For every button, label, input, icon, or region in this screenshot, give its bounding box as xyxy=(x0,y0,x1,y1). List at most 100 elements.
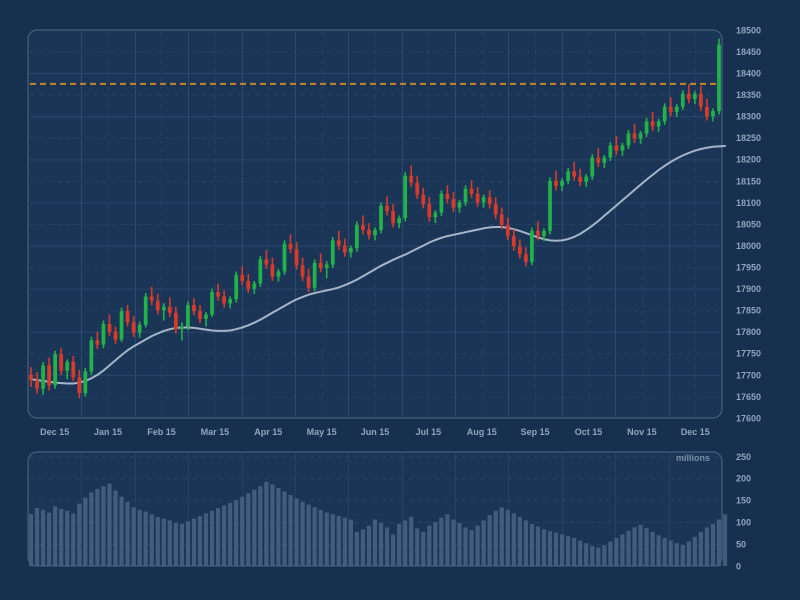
volume-bar[interactable] xyxy=(119,496,124,566)
volume-bar[interactable] xyxy=(34,508,40,566)
candlestick[interactable] xyxy=(258,255,263,287)
volume-bar[interactable] xyxy=(553,532,559,566)
volume-bar[interactable] xyxy=(384,527,390,566)
volume-bar[interactable] xyxy=(421,531,426,566)
candlestick[interactable] xyxy=(53,350,58,389)
volume-bar[interactable] xyxy=(89,492,94,566)
candlestick[interactable] xyxy=(403,172,408,222)
candlestick[interactable] xyxy=(318,253,323,273)
volume-bar[interactable] xyxy=(161,518,166,566)
candlestick[interactable] xyxy=(475,186,480,207)
volume-bar[interactable] xyxy=(397,523,402,566)
volume-bar[interactable] xyxy=(167,520,172,566)
volume-bar[interactable] xyxy=(469,530,474,566)
candlestick[interactable] xyxy=(240,266,245,286)
candlestick[interactable] xyxy=(421,187,426,209)
volume-bar[interactable] xyxy=(77,503,82,566)
candlestick[interactable] xyxy=(342,238,347,257)
candlestick[interactable] xyxy=(536,221,540,241)
candlestick[interactable] xyxy=(125,305,130,327)
volume-bar[interactable] xyxy=(662,537,667,566)
candlestick[interactable] xyxy=(355,221,359,252)
candlestick[interactable] xyxy=(487,190,492,209)
candlestick-series[interactable] xyxy=(29,38,721,399)
candlestick[interactable] xyxy=(608,142,613,162)
volume-bar[interactable] xyxy=(276,487,281,566)
candlestick[interactable] xyxy=(481,194,486,208)
candlestick[interactable] xyxy=(95,331,100,350)
volume-bar[interactable] xyxy=(427,525,432,566)
candlestick[interactable] xyxy=(300,257,305,281)
volume-bar[interactable] xyxy=(318,509,323,566)
volume-bar[interactable] xyxy=(360,529,366,566)
volume-bar[interactable] xyxy=(390,534,396,566)
candlestick[interactable] xyxy=(192,298,196,316)
volume-bar[interactable] xyxy=(215,508,221,566)
candlestick[interactable] xyxy=(644,117,649,137)
volume-bar[interactable] xyxy=(137,509,142,566)
candlestick[interactable] xyxy=(596,148,601,168)
candlestick[interactable] xyxy=(530,227,534,266)
volume-bar[interactable] xyxy=(65,510,70,566)
candlestick[interactable] xyxy=(35,372,39,394)
volume-bar[interactable] xyxy=(47,512,52,566)
candlestick[interactable] xyxy=(186,301,190,331)
candlestick[interactable] xyxy=(264,249,269,269)
volume-bar[interactable] xyxy=(107,483,112,566)
volume-bar[interactable] xyxy=(330,514,335,566)
candlestick[interactable] xyxy=(361,215,365,235)
volume-bar[interactable] xyxy=(439,517,444,566)
volume-bar[interactable] xyxy=(457,523,462,566)
volume-bar[interactable] xyxy=(409,516,414,566)
volume-bar[interactable] xyxy=(505,509,510,566)
candlestick[interactable] xyxy=(89,336,94,375)
volume-bar[interactable] xyxy=(686,541,691,566)
candlestick[interactable] xyxy=(29,367,33,387)
volume-bar[interactable] xyxy=(270,484,275,566)
volume-bar[interactable] xyxy=(572,537,577,566)
candlestick[interactable] xyxy=(210,288,214,318)
candlestick[interactable] xyxy=(439,190,444,217)
candlestick[interactable] xyxy=(686,84,691,104)
volume-bar[interactable] xyxy=(620,534,625,566)
candlestick[interactable] xyxy=(119,307,124,343)
candlestick[interactable] xyxy=(614,136,619,156)
volume-bar[interactable] xyxy=(185,521,191,566)
volume-bar[interactable] xyxy=(342,517,347,566)
volume-bar[interactable] xyxy=(294,498,299,566)
candlestick[interactable] xyxy=(216,283,220,301)
volume-bar[interactable] xyxy=(113,490,118,566)
volume-bar[interactable] xyxy=(529,523,535,566)
candlestick[interactable] xyxy=(83,367,88,397)
volume-bar[interactable] xyxy=(252,489,257,566)
candlestick[interactable] xyxy=(632,123,637,143)
candlestick[interactable] xyxy=(252,280,257,294)
volume-bar[interactable] xyxy=(209,510,215,566)
volume-bar[interactable] xyxy=(197,516,203,566)
candlestick[interactable] xyxy=(270,257,275,281)
candlestick[interactable] xyxy=(107,314,112,337)
candlestick[interactable] xyxy=(324,261,329,279)
volume-bar[interactable] xyxy=(155,516,160,566)
volume-bar[interactable] xyxy=(632,527,637,566)
volume-bar[interactable] xyxy=(650,531,655,566)
candlestick[interactable] xyxy=(397,215,402,229)
volume-bar[interactable] xyxy=(59,509,64,566)
volume-bar[interactable] xyxy=(716,519,722,566)
volume-bar[interactable] xyxy=(475,525,480,566)
candlestick[interactable] xyxy=(668,97,673,117)
volume-bar[interactable] xyxy=(101,486,106,566)
volume-bar[interactable] xyxy=(28,514,34,566)
volume-bar[interactable] xyxy=(234,500,239,566)
candlestick[interactable] xyxy=(41,361,45,395)
volume-bar[interactable] xyxy=(722,514,728,566)
candlestick[interactable] xyxy=(155,293,160,315)
volume-bar[interactable] xyxy=(354,531,360,566)
volume-bar[interactable] xyxy=(541,529,547,566)
volume-bar[interactable] xyxy=(578,540,583,566)
volume-bar[interactable] xyxy=(493,510,498,566)
candlestick[interactable] xyxy=(692,91,697,105)
volume-bar[interactable] xyxy=(547,530,553,566)
volume-bar[interactable] xyxy=(451,519,456,566)
candlestick[interactable] xyxy=(180,322,184,341)
